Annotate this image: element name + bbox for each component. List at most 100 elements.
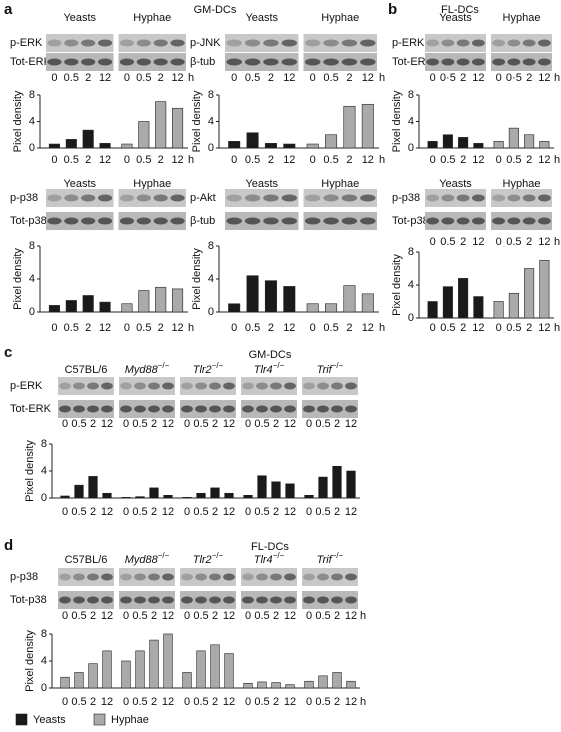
lane-label: 0	[310, 72, 316, 84]
lane-label: 0.5	[254, 610, 269, 622]
lane-label: 2	[212, 418, 218, 430]
blot-strip	[303, 53, 377, 71]
x-tick-label: 0.5	[506, 322, 521, 334]
lane-label: 12	[101, 418, 113, 430]
blot-band	[244, 58, 261, 66]
bar	[243, 682, 253, 689]
blot-strip	[302, 377, 358, 395]
x-tick-label: 12	[171, 322, 183, 334]
x-tick-label: 2	[268, 154, 274, 166]
blot-band	[134, 405, 146, 413]
blot-strip	[46, 189, 114, 207]
blot-row-label: Tot-p38	[392, 215, 429, 227]
lane-label: 12	[223, 610, 235, 622]
genotype-superscript: −/−	[273, 361, 285, 370]
x-tick-label: 12	[171, 154, 183, 166]
genotype-superscript: −/−	[212, 361, 224, 370]
blot-band	[441, 58, 455, 66]
x-tick-label: 0.5	[323, 154, 338, 166]
bar	[343, 105, 356, 149]
lane-label: 0	[245, 610, 251, 622]
lane-label: 0	[496, 236, 502, 248]
blot-strip	[180, 400, 236, 418]
blot-strip	[118, 212, 186, 230]
blot-band	[537, 39, 551, 47]
blot-band	[284, 596, 296, 604]
x-tick-label: 2	[334, 506, 340, 518]
lane-label: 0·5	[440, 72, 456, 84]
bar	[149, 639, 159, 689]
group-label: Hyphae	[321, 12, 359, 24]
blot-strip	[180, 377, 236, 395]
blot-band	[97, 194, 113, 202]
group-label: Yeasts	[245, 178, 278, 190]
bar	[508, 292, 519, 319]
genotype-label: C57BL/6	[65, 364, 108, 376]
x-unit: h	[188, 154, 194, 166]
lane-label: 0.5	[315, 418, 330, 430]
blot-band	[148, 596, 160, 604]
lane-label: 12	[171, 72, 183, 84]
genotype-name: Trif	[317, 364, 333, 376]
blot-strip	[46, 212, 114, 230]
x-unit: h	[188, 322, 194, 334]
y-axis-label: Pixel density	[191, 248, 203, 310]
y-tick-label: 0	[41, 682, 47, 694]
bar	[442, 134, 453, 149]
lane-unit: h	[554, 236, 560, 248]
x-tick-label: 12	[283, 154, 295, 166]
y-tick-label: 8	[408, 89, 414, 101]
bar	[121, 143, 133, 149]
x-tick-label: 0.5	[315, 506, 330, 518]
blot-band	[256, 596, 268, 604]
lane-label: 2	[460, 236, 466, 248]
blot-band	[119, 39, 135, 47]
bar	[102, 492, 112, 499]
group-label: Yeasts	[439, 178, 472, 190]
bar	[88, 476, 98, 499]
x-tick-label: 0.5	[245, 154, 260, 166]
blot-band	[303, 596, 315, 604]
panel-title: GM-DCs	[249, 349, 292, 361]
bar	[65, 300, 77, 313]
blot-strip	[302, 568, 358, 586]
blot-row-label: p-ERK	[392, 37, 425, 49]
bar	[346, 470, 356, 499]
x-tick-label: 12	[538, 322, 550, 334]
blot-strip	[119, 568, 175, 586]
blot-band	[73, 405, 85, 413]
genotype-name: Tlr4	[254, 364, 273, 376]
lane-label: 12	[162, 610, 174, 622]
bar	[539, 141, 550, 149]
blot-band	[426, 194, 440, 202]
bar	[306, 143, 319, 149]
y-tick-label: 8	[41, 628, 47, 640]
lane-label: 12	[472, 72, 484, 84]
x-tick-label: 0.5	[193, 696, 208, 708]
bar	[325, 303, 338, 313]
bar	[48, 305, 60, 313]
lane-label: 0·5	[506, 72, 522, 84]
blot-strip	[302, 591, 358, 609]
x-tick-label: 0.5	[132, 506, 147, 518]
lane-label: 0	[184, 610, 190, 622]
blot-band	[270, 405, 282, 413]
blot-strip	[118, 34, 186, 52]
bar	[271, 481, 281, 499]
genotype-superscript: −/−	[158, 361, 170, 370]
blot-band	[522, 217, 536, 225]
bar	[524, 268, 535, 319]
lane-label: 12	[345, 418, 357, 430]
blot-strip	[118, 53, 186, 71]
blot-band	[64, 58, 79, 66]
blot-strip	[425, 212, 486, 230]
x-tick-label: 2	[460, 322, 466, 334]
blot-band	[59, 405, 71, 413]
blot-band	[209, 573, 221, 581]
blot-band	[471, 39, 485, 47]
blot-band	[345, 382, 357, 390]
blot-band	[153, 39, 168, 47]
bar	[121, 660, 131, 689]
blot-band	[263, 194, 279, 202]
blot-strip	[225, 53, 299, 71]
